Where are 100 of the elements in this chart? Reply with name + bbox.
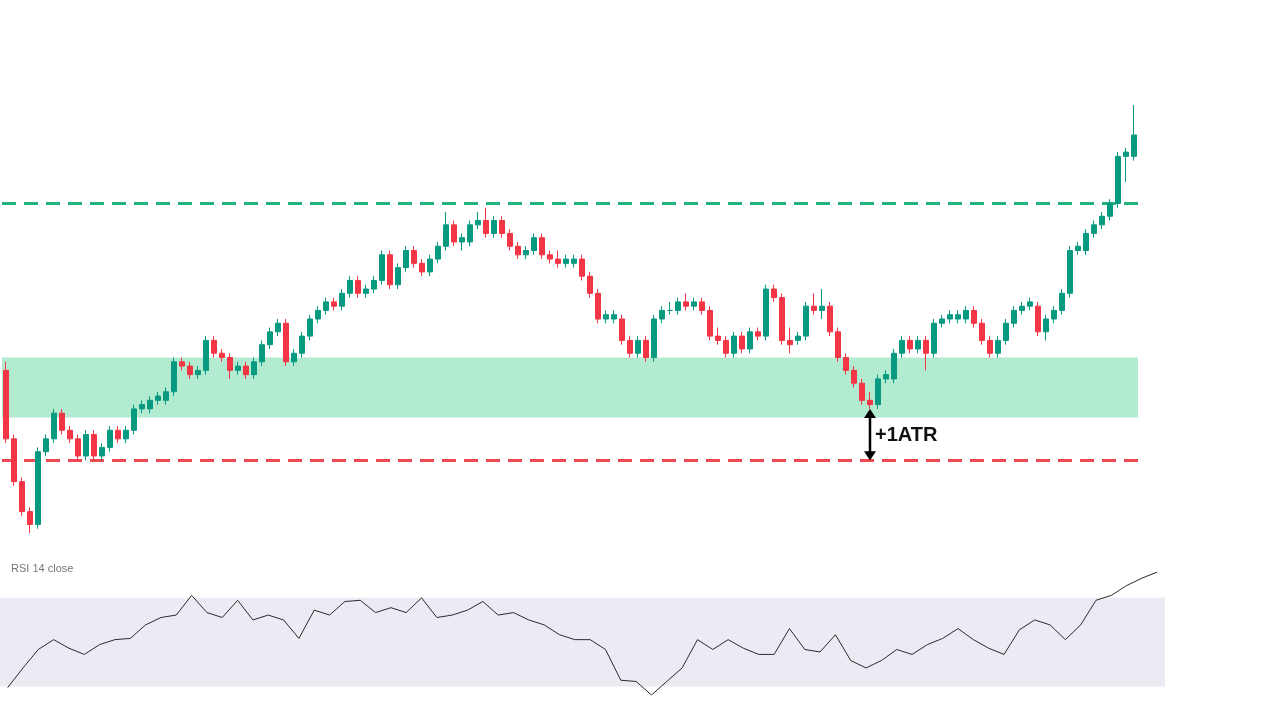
candlestick [371,275,377,294]
candlestick [1043,314,1049,341]
candlestick [771,284,777,303]
candlestick [563,254,569,269]
candlestick [451,220,457,247]
candlestick [675,297,681,316]
candlestick [939,314,945,329]
candlestick [579,254,585,281]
candlestick [291,348,297,367]
candlestick [411,245,417,269]
candlestick [1091,220,1097,239]
candlestick [923,335,929,371]
candlestick [851,365,857,388]
candlestick [275,318,281,337]
candlestick [643,335,649,363]
candlestick [1011,305,1017,329]
candlestick [523,245,529,260]
candlestick [379,250,385,286]
candlestick [571,254,577,269]
candlestick [875,374,881,410]
chart-title: RSI 14 close [11,561,74,574]
candlestick [395,262,401,290]
candlestick [859,378,865,406]
candlestick [1059,288,1065,316]
candlestick [691,297,697,311]
candlestick [1107,198,1113,222]
candlestick [123,425,129,444]
candlestick [427,254,433,277]
candlestick [659,305,665,324]
candlestick [299,331,305,359]
candlestick [459,232,465,252]
candlestick [779,292,785,346]
candlestick [363,284,369,299]
candlestick [211,335,217,359]
candlestick [155,391,161,406]
candlestick [11,434,17,487]
candlestick [203,335,209,376]
candlestick [787,327,793,354]
candlestick [539,232,545,260]
candlestick [651,314,657,363]
candlestick [955,309,961,324]
candlestick [419,258,425,277]
candlestick [739,331,745,354]
candlestick [491,215,497,239]
candlestick [403,245,409,273]
candlestick [931,318,937,359]
candlestick [435,241,441,264]
candlestick [115,425,121,444]
candlestick [835,327,841,363]
candlestick [163,386,169,406]
candlestick [27,506,33,534]
candlestick [971,305,977,329]
candlestick [75,434,81,461]
candlestick [963,305,969,324]
candlestick [1003,318,1009,346]
candlestick [627,335,633,359]
candlestick [619,314,625,346]
candlestick [803,301,809,341]
candlestick [179,357,185,371]
candlestick [723,335,729,359]
candlestick [507,228,513,252]
candlestick [1099,211,1105,230]
candlestick [763,284,769,341]
candlestick [315,305,321,324]
candlestick [219,348,225,363]
candlestick [443,211,449,252]
candlestick [387,250,393,290]
candlestick [827,301,833,337]
candlestick [555,250,561,269]
candlestick [251,357,257,380]
candlestick [635,335,641,359]
candlestick [483,207,489,239]
candlestick [995,335,1001,359]
candlestick [43,434,49,457]
candlestick [883,369,889,384]
candlestick [1131,104,1137,162]
candlestick [699,297,705,316]
candlestick [795,331,801,346]
candlestick [1115,151,1121,209]
candlestick [467,220,473,247]
candlestick [51,408,57,444]
candlestick [3,361,9,444]
candlestick [307,314,313,341]
candlestick [235,361,241,376]
candlestick [1027,297,1033,311]
candlestick [99,442,105,461]
candlestick [891,348,897,384]
candlestick [587,271,593,299]
candlestick [811,292,817,316]
candlestick [1051,305,1057,324]
candlestick [531,232,537,256]
candlestick [355,275,361,299]
candlestick [347,275,353,299]
candlestick [1123,147,1129,183]
candlestick [515,241,521,260]
candlestick [227,352,233,380]
candlestick [907,335,913,354]
candlestick [259,339,265,367]
candlestick [91,429,97,461]
candlestick [667,301,673,316]
